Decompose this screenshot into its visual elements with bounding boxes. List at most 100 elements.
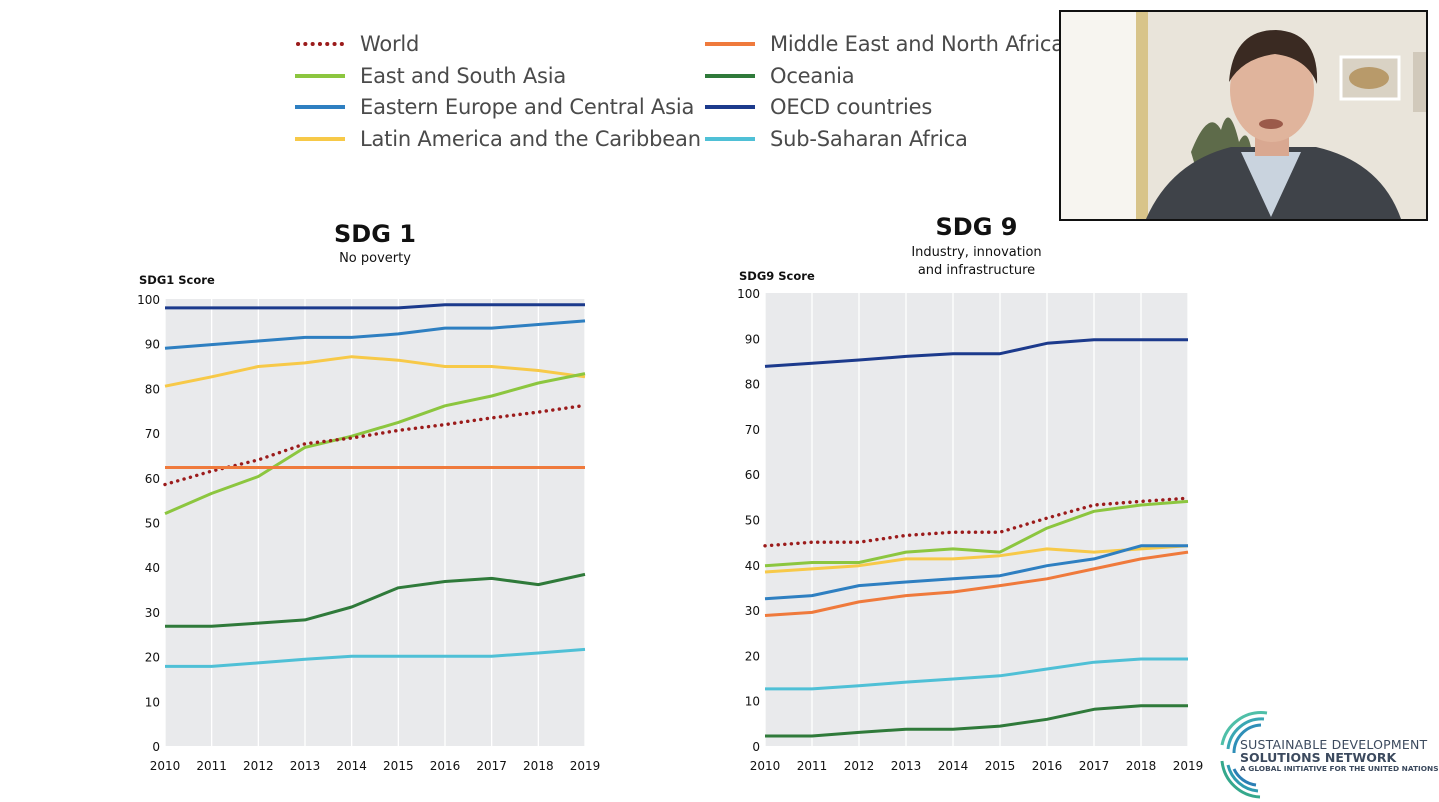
series-line-ssa (765, 657, 1188, 691)
chart-legend: World East and South Asia Eastern Europe a… (295, 29, 1064, 159)
legend-item-world: World (295, 29, 419, 59)
y-tick-label: 90 (745, 332, 760, 346)
x-tick-label: 2016 (1032, 759, 1063, 773)
legend-swatch-oecd (705, 105, 755, 109)
legend-swatch-oceania (705, 73, 755, 78)
y-tick-label: 60 (145, 472, 160, 486)
series-line-world (163, 403, 587, 487)
sdg1-chart: SDG 1 No poverty SDG1 Score 0 10 20 30 40 50 60 70… (137, 220, 601, 773)
chart-title: SDG 9 (936, 213, 1018, 241)
x-tick-label: 2019 (570, 759, 601, 773)
y-tick-label: 90 (145, 338, 160, 352)
x-tick-label: 2013 (891, 759, 922, 773)
sdsn-name-line2: SOLUTIONS NETWORK (1240, 750, 1397, 765)
series-line-oecd (764, 338, 1188, 368)
x-tick-label: 2018 (523, 759, 554, 773)
legend-label-eeca: Eastern Europe and Central Asia (360, 95, 695, 119)
sdsn-tagline: A GLOBAL INITIATIVE FOR THE UNITED NATIO… (1240, 764, 1439, 773)
series-line-lac (764, 544, 1189, 574)
x-tick-label: 2014 (336, 759, 367, 773)
series-line-esa (764, 499, 1189, 568)
x-tick-label: 2010 (150, 759, 181, 773)
x-tick-label: 2011 (196, 759, 227, 773)
legend-item-esa: East and South Asia (295, 61, 566, 91)
x-tick-label: 2015 (383, 759, 414, 773)
sdsn-logo-icon (1220, 711, 1268, 799)
y-tick-label: 60 (745, 468, 760, 482)
y-tick-label: 0 (752, 740, 760, 754)
y-tick-label: 40 (745, 559, 760, 573)
x-tick-label: 2017 (476, 759, 507, 773)
y-tick-label: 80 (745, 378, 760, 392)
presenter-video-image (1061, 12, 1426, 219)
series-line-esa (164, 372, 586, 515)
y-tick-label: 40 (145, 561, 160, 575)
x-tick-label: 2019 (1173, 759, 1204, 773)
x-tick-label: 2016 (430, 759, 461, 773)
legend-swatch-eeca (295, 105, 345, 109)
y-tick-label: 20 (745, 649, 760, 663)
series-line-mena (764, 550, 1189, 617)
y-tick-label: 10 (145, 695, 160, 709)
legend-swatch-mena (705, 42, 755, 46)
legend-label-oecd: OECD countries (770, 95, 933, 119)
y-tick-label: 50 (745, 514, 760, 528)
series-line-oecd (165, 303, 585, 310)
series-line-oceania (165, 572, 586, 628)
y-axis-label: SDG9 Score (739, 269, 815, 283)
legend-swatch-lac (295, 136, 345, 141)
legend-item-eeca: Eastern Europe and Central Asia (295, 92, 694, 122)
x-tick-label: 2013 (290, 759, 321, 773)
chart-title: SDG 1 (334, 220, 416, 248)
series-line-lac (164, 355, 586, 388)
legend-label-world: World (360, 32, 420, 56)
x-tick-label: 2012 (243, 759, 274, 773)
y-tick-label: 80 (145, 382, 160, 396)
chart-subtitle: Industry, innovation (911, 245, 1041, 260)
x-tick-label: 2018 (1126, 759, 1157, 773)
sdsn-branding: SUSTAINABLE DEVELOPMENT SOLUTIONS NETWOR… (1212, 705, 1439, 801)
x-tick-label: 2010 (750, 759, 781, 773)
series-line-ssa (165, 647, 586, 668)
series-line-oceania (765, 704, 1188, 738)
legend-swatch-world (296, 42, 344, 46)
y-tick-label: 100 (137, 293, 160, 307)
y-axis-label: SDG1 Score (139, 273, 215, 287)
legend-swatch-esa (295, 73, 345, 78)
legend-item-oceania: Oceania (705, 61, 855, 91)
legend-label-oceania: Oceania (770, 63, 855, 88)
legend-label-mena: Middle East and North Africa (770, 32, 1064, 56)
legend-label-lac: Latin America and the Caribbean (360, 126, 701, 151)
x-tick-label: 2012 (844, 759, 875, 773)
legend-item-lac: Latin America and the Caribbean (295, 124, 701, 154)
series-line-world (763, 496, 1190, 548)
chart-subtitle: and infrastructure (918, 263, 1035, 278)
presenter-video (1059, 10, 1428, 221)
y-tick-label: 70 (745, 423, 760, 437)
plot-area (165, 299, 585, 746)
legend-item-ssa: Sub-Saharan Africa (705, 124, 968, 154)
legend-label-ssa: Sub-Saharan Africa (770, 126, 968, 151)
sdsn-name-line1: SUSTAINABLE DEVELOPMENT (1240, 737, 1428, 752)
y-tick-label: 10 (745, 695, 760, 709)
legend-item-oecd: OECD countries (705, 92, 932, 122)
series-line-eeca (164, 319, 586, 350)
legend-label-esa: East and South Asia (360, 63, 567, 88)
y-tick-label: 30 (145, 606, 160, 620)
y-tick-label: 70 (145, 427, 160, 441)
sdg9-chart: SDG 9 Industry, innovation and infrastruct… (737, 213, 1203, 773)
legend-item-mena: Middle East and North Africa (705, 29, 1064, 59)
chart-subtitle: No poverty (339, 251, 411, 266)
plot-area (765, 293, 1188, 746)
y-tick-label: 100 (737, 287, 760, 301)
series-line-eeca (764, 544, 1188, 601)
x-tick-label: 2014 (938, 759, 969, 773)
x-tick-label: 2017 (1079, 759, 1110, 773)
x-tick-label: 2015 (985, 759, 1016, 773)
y-tick-label: 0 (152, 740, 160, 754)
y-tick-label: 30 (745, 604, 760, 618)
x-tick-label: 2011 (797, 759, 828, 773)
y-tick-label: 50 (145, 517, 160, 531)
y-tick-label: 20 (145, 651, 160, 665)
legend-swatch-ssa (705, 136, 755, 141)
